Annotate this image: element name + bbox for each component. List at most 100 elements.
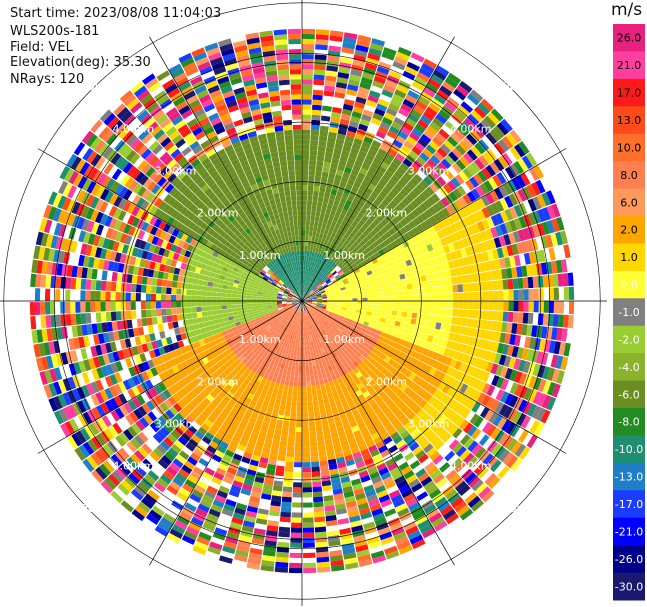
velocity-gate — [460, 248, 468, 258]
velocity-gate — [402, 122, 414, 132]
velocity-gate — [444, 235, 453, 245]
velocity-gate — [302, 59, 314, 65]
velocity-gate — [369, 264, 376, 270]
velocity-gate — [362, 109, 374, 118]
velocity-gate — [166, 308, 172, 316]
velocity-gate — [362, 72, 375, 81]
velocity-gate — [331, 106, 343, 114]
velocity-gate — [146, 317, 153, 326]
velocity-gate — [181, 307, 187, 314]
velocity-gate — [481, 271, 488, 282]
velocity-gate — [320, 227, 326, 234]
velocity-gate — [145, 293, 151, 301]
velocity-gate — [532, 224, 541, 238]
velocity-gate — [532, 210, 542, 224]
velocity-gate — [328, 283, 334, 288]
velocity-gate — [468, 301, 474, 310]
velocity-gate — [428, 206, 437, 216]
velocity-gate — [457, 124, 469, 137]
velocity-gate — [186, 295, 192, 301]
velocity-gate — [432, 301, 439, 308]
velocity-gate — [314, 290, 320, 294]
velocity-gate — [302, 260, 304, 266]
velocity-gate — [527, 198, 537, 212]
velocity-gate — [221, 288, 228, 294]
velocity-gate — [313, 69, 326, 76]
velocity-gate — [397, 306, 403, 312]
velocity-gate — [302, 109, 312, 115]
velocity-gate — [364, 279, 371, 284]
velocity-gate — [339, 197, 347, 205]
velocity-gate — [283, 415, 290, 422]
velocity-gate — [438, 128, 450, 140]
velocity-gate — [384, 262, 392, 269]
velocity-gate — [517, 277, 524, 289]
velocity-gate — [343, 260, 349, 266]
velocity-gate — [489, 190, 500, 202]
velocity-gate — [317, 150, 326, 157]
velocity-gate — [458, 292, 464, 301]
velocity-gate — [352, 303, 358, 307]
velocity-gate — [221, 305, 227, 310]
velocity-gate — [280, 511, 291, 518]
velocity-gate — [330, 116, 341, 124]
velocity-gate — [352, 256, 359, 263]
velocity-gate — [246, 306, 253, 310]
velocity-gate — [411, 226, 420, 236]
velocity-gate — [330, 209, 336, 217]
velocity-gate — [302, 180, 308, 186]
velocity-gate — [328, 40, 342, 47]
velocity-gate — [403, 215, 412, 224]
velocity-gate — [196, 290, 202, 296]
velocity-gate — [312, 486, 323, 493]
velocity-gate — [55, 289, 61, 301]
velocity-gate — [312, 231, 317, 237]
velocity-gate — [308, 289, 313, 294]
velocity-gate — [75, 313, 82, 325]
velocity-gate — [317, 394, 323, 401]
velocity-gate — [350, 169, 359, 177]
velocity-gate — [309, 426, 316, 432]
velocity-gate — [352, 59, 365, 68]
velocity-gate — [512, 312, 519, 323]
velocity-gate — [345, 273, 352, 278]
velocity-gate — [372, 174, 382, 183]
velocity-gate — [156, 286, 162, 294]
velocity-gate — [405, 194, 414, 203]
velocity-gate — [221, 301, 227, 306]
velocity-gate — [405, 277, 412, 285]
velocity-gate — [150, 301, 157, 309]
velocity-gate — [302, 139, 310, 145]
velocity-gate — [362, 236, 370, 244]
velocity-gate — [342, 296, 348, 299]
velocity-gate — [351, 292, 358, 296]
velocity-gate — [336, 229, 343, 236]
velocity-gate — [459, 266, 467, 276]
velocity-gate — [367, 301, 373, 305]
velocity-gate — [319, 266, 324, 272]
velocity-gate — [311, 285, 316, 290]
velocity-gate — [323, 90, 335, 97]
velocity-gate — [405, 259, 413, 267]
velocity-gate — [335, 276, 342, 281]
velocity-gate — [318, 455, 328, 462]
velocity-gate — [307, 195, 313, 201]
velocity-gate — [294, 441, 302, 448]
velocity-gate — [289, 421, 296, 427]
velocity-gate — [208, 320, 215, 326]
velocity-gate — [526, 152, 538, 167]
velocity-gate — [315, 536, 328, 543]
velocity-gate — [436, 200, 446, 210]
velocity-gate — [463, 301, 469, 310]
velocity-gate — [415, 319, 422, 326]
velocity-gate — [251, 303, 257, 307]
velocity-gate — [331, 238, 338, 245]
velocity-gate — [493, 158, 505, 172]
velocity-gate — [319, 289, 325, 293]
velocity-gate — [302, 537, 315, 543]
velocity-gate — [387, 255, 394, 262]
velocity-gate — [447, 97, 460, 109]
velocity-gate — [409, 131, 420, 142]
velocity-gate — [329, 167, 337, 175]
velocity-gate — [355, 243, 362, 251]
